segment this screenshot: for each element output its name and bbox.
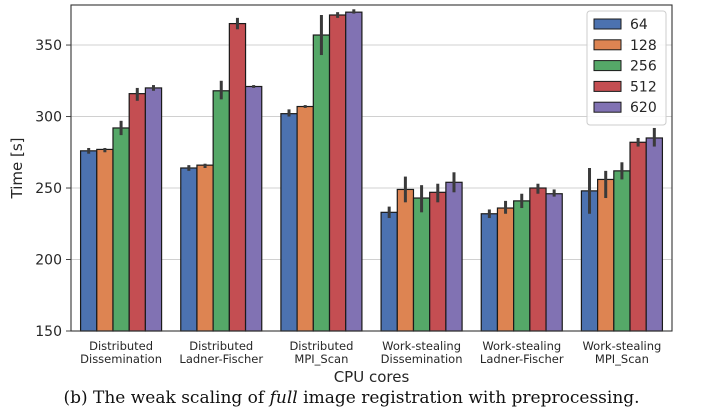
bar <box>79 150 98 332</box>
x-tick-label: Distributed <box>189 339 253 353</box>
x-tick-label: Ladner-Fischer <box>480 352 564 366</box>
caption-prefix: (b) The weak scaling of <box>63 388 270 408</box>
plot-frame <box>70 4 673 332</box>
bar-chart: 150200250300350DistributedDisseminationD… <box>8 4 673 385</box>
bar <box>345 11 363 332</box>
bar <box>328 14 347 332</box>
bar <box>513 200 531 332</box>
bar <box>396 188 415 332</box>
legend-label: 128 <box>630 38 657 54</box>
legend-swatch <box>593 18 622 30</box>
legend-swatch <box>593 39 622 51</box>
x-tick-label: Distributed <box>289 339 353 353</box>
figure-caption: (b) The weak scaling of full image regis… <box>0 388 703 408</box>
legend-swatch <box>593 80 622 92</box>
y-tick-label: 150 <box>35 324 62 340</box>
x-tick-label: Dissemination <box>80 352 162 366</box>
legend-swatch <box>593 60 622 72</box>
bar <box>280 113 298 332</box>
bar <box>545 193 563 332</box>
bar <box>112 127 130 332</box>
y-tick-label: 300 <box>35 110 62 126</box>
x-tick-label: Distributed <box>89 339 153 353</box>
bar <box>312 34 331 332</box>
bar <box>228 22 247 332</box>
legend-label: 64 <box>630 17 648 33</box>
bar <box>244 85 263 332</box>
legend-label: 256 <box>630 59 657 75</box>
x-tick-label: MPI_Scan <box>294 352 348 366</box>
x-axis-label: CPU cores <box>334 368 410 385</box>
bar <box>128 93 146 332</box>
bar <box>96 148 114 332</box>
x-tick-label: Work-stealing <box>582 339 661 353</box>
caption-emphasis: full <box>269 388 298 408</box>
y-axis-label: Time [s] <box>8 138 26 200</box>
y-tick-label: 250 <box>35 181 62 197</box>
bar <box>645 137 664 332</box>
bar <box>445 181 463 332</box>
legend-label: 512 <box>630 79 657 95</box>
bar <box>429 191 447 332</box>
bar <box>496 207 515 332</box>
legend-swatch <box>593 101 622 113</box>
bar <box>597 178 615 332</box>
x-tick-label: MPI_Scan <box>595 352 649 366</box>
caption-suffix: image registration with preprocessing. <box>297 388 640 408</box>
bar <box>629 141 647 332</box>
bar <box>529 187 547 332</box>
x-tick-label: Ladner-Fischer <box>179 352 263 366</box>
bar <box>180 167 198 332</box>
bar <box>212 90 230 332</box>
x-tick-label: Work-stealing <box>382 339 461 353</box>
bar <box>412 197 431 332</box>
x-tick-label: Dissemination <box>381 352 463 366</box>
y-tick-label: 350 <box>35 38 62 54</box>
x-tick-label: Work-stealing <box>482 339 561 353</box>
bar <box>380 211 398 332</box>
bar <box>480 213 499 332</box>
bar <box>296 105 314 332</box>
legend-label: 620 <box>630 100 657 116</box>
bar <box>613 170 631 332</box>
bar <box>144 87 163 332</box>
bar <box>196 164 214 332</box>
y-tick-label: 200 <box>35 253 62 269</box>
